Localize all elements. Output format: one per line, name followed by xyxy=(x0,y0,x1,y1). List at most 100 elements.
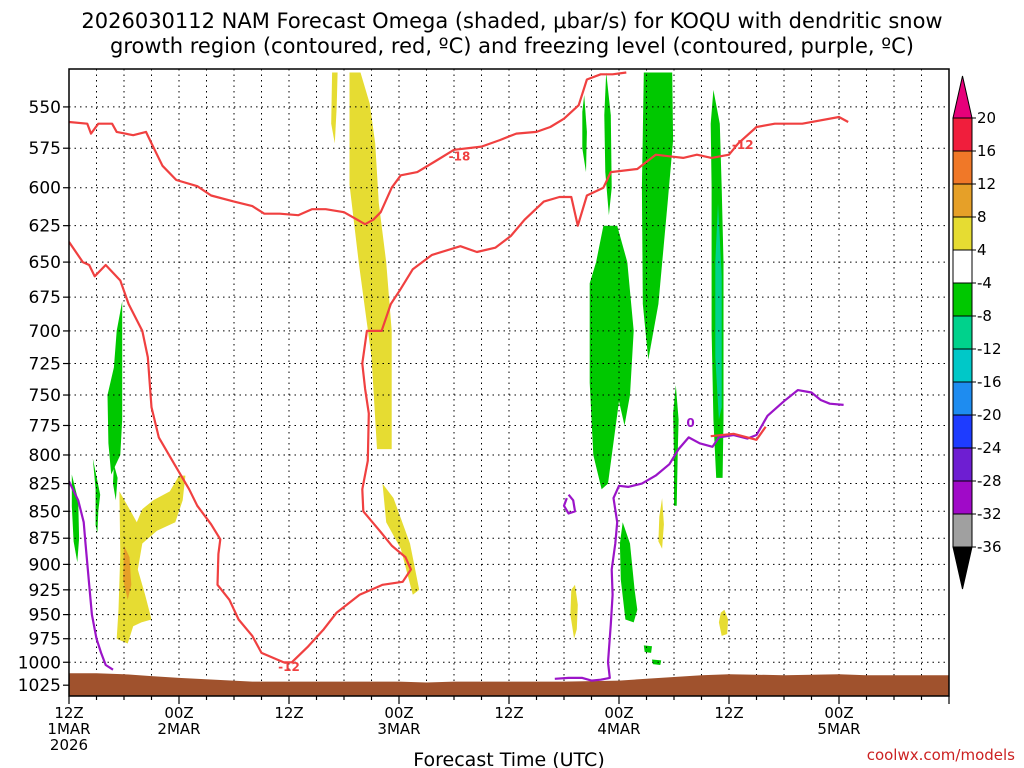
omega-region-13 xyxy=(715,203,722,420)
colorbar-label-2: 12 xyxy=(977,175,996,193)
y-tick-label-775: 775 xyxy=(29,416,61,436)
x-tick-label-12-2: 2MAR xyxy=(157,720,200,738)
chart-title-line2: growth region (contoured, red, ºC) and f… xyxy=(110,34,914,58)
dgz-minus12-right-line xyxy=(710,426,767,441)
freezing-level-label: 0 xyxy=(686,416,694,430)
colorbar-label-7: -12 xyxy=(977,340,1002,358)
freezing-level-line-2 xyxy=(562,494,577,515)
colorbar-label-12: -32 xyxy=(977,505,1002,523)
colorbar-label-8: -16 xyxy=(977,373,1002,391)
colorbar: 20 16 12 8 4 -4 -8 -12 -16 -20 -24 -28 -32 -36 xyxy=(952,75,1002,590)
omega-region-7 xyxy=(718,609,729,636)
omega-region-14 xyxy=(673,385,679,506)
colorbar-swatch-4 xyxy=(952,249,973,284)
y-tick-label-800: 800 xyxy=(29,446,61,466)
colorbar-label-9: -20 xyxy=(977,406,1002,424)
omega-region-17 xyxy=(92,458,101,533)
dgz-minus18-label: -18 xyxy=(449,149,471,163)
omega-region-6 xyxy=(658,498,664,549)
y-tick-label-550: 550 xyxy=(29,98,61,118)
colorbar-label-6: -8 xyxy=(977,307,992,325)
colorbar-swatch-11 xyxy=(952,480,973,515)
y-tick-label-750: 750 xyxy=(29,386,61,406)
x-tick-label-36-1: 00Z xyxy=(384,704,413,722)
omega-shading-layer xyxy=(71,72,729,665)
y-tick-label-575: 575 xyxy=(29,139,61,159)
x-tick-label-72-1: 12Z xyxy=(714,704,743,722)
y-tick-label-975: 975 xyxy=(29,630,61,650)
terrain-fill xyxy=(69,673,949,696)
dgz-minus12-left-line xyxy=(69,115,849,664)
x-tick-label-60-2: 4MAR xyxy=(597,720,640,738)
dgz-minus12-left-label: -12 xyxy=(278,660,300,674)
colorbar-swatch-10 xyxy=(952,447,973,482)
colorbar-label-10: -24 xyxy=(977,439,1002,457)
colorbar-swatch-12 xyxy=(952,513,973,548)
colorbar-swatch-3 xyxy=(952,216,973,251)
x-tick-label-0-3: 2026 xyxy=(50,736,88,754)
y-tick-label-950: 950 xyxy=(29,606,61,626)
terrain-layer xyxy=(69,673,949,696)
y-tick-label-875: 875 xyxy=(29,529,61,549)
colorbar-label-11: -28 xyxy=(977,472,1002,490)
dgz-minus12-right-label: -12 xyxy=(732,138,754,152)
colorbar-label-4: 4 xyxy=(977,241,987,259)
x-tick-label-60-1: 00Z xyxy=(604,704,633,722)
omega-region-3 xyxy=(116,475,186,644)
x-tick-label-36-2: 3MAR xyxy=(377,720,420,738)
omega-region-15 xyxy=(619,522,638,623)
omega-region-0 xyxy=(331,72,338,144)
x-tick-label-0-1: 12Z xyxy=(54,704,83,722)
x-tick-label-84-2: 5MAR xyxy=(817,720,860,738)
credit-text: coolwx.com/models xyxy=(867,746,1015,764)
omega-region-9 xyxy=(604,72,612,216)
omega-region-11 xyxy=(589,225,634,490)
colorbar-label-13: -36 xyxy=(977,538,1002,556)
colorbar-label-5: -4 xyxy=(977,274,992,292)
x-tick-label-48-1: 12Z xyxy=(494,704,523,722)
x-tick-label-0-2: 1MAR xyxy=(47,720,90,738)
omega-region-8 xyxy=(582,95,587,173)
omega-region-10 xyxy=(641,72,674,360)
x-tick-label-12-1: 00Z xyxy=(164,704,193,722)
freezing-level-line-1 xyxy=(554,389,844,682)
omega-region-18 xyxy=(71,474,80,563)
dgz-minus18-line xyxy=(69,71,627,226)
y-tick-label-650: 650 xyxy=(29,253,61,273)
omega-region-16 xyxy=(107,301,123,475)
omega-region-21 xyxy=(113,464,118,501)
y-tick-label-675: 675 xyxy=(29,288,61,308)
omega-region-5 xyxy=(570,584,578,639)
omega-region-19 xyxy=(643,645,652,653)
y-tick-label-925: 925 xyxy=(29,581,61,601)
omega-region-2 xyxy=(382,483,420,595)
colorbar-swatch-2 xyxy=(952,183,973,218)
grid-layer xyxy=(69,69,949,696)
colorbar-label-3: 8 xyxy=(977,208,987,226)
freezing-level-line xyxy=(69,480,114,671)
colorbar-swatch-0 xyxy=(952,117,973,152)
contour-layer: -18 -12 0 -12 xyxy=(69,71,849,682)
colorbar-swatch-8 xyxy=(952,381,973,416)
y-tick-label-625: 625 xyxy=(29,217,61,237)
y-tick-label-600: 600 xyxy=(29,179,61,199)
y-tick-label-900: 900 xyxy=(29,555,61,575)
colorbar-swatch-6 xyxy=(952,315,973,350)
colorbar-bottom-arrow xyxy=(952,546,973,590)
y-tick-label-825: 825 xyxy=(29,475,61,495)
colorbar-swatch-1 xyxy=(952,150,973,185)
chart-title-line1: 2026030112 NAM Forecast Omega (shaded, μ… xyxy=(81,9,942,33)
y-axis: 550 575 600 625 650 675 700 725 750 775 800 825 850 8… xyxy=(18,98,69,696)
y-tick-label-700: 700 xyxy=(29,322,61,342)
x-axis-title: Forecast Time (UTC) xyxy=(413,749,604,768)
omega-region-20 xyxy=(652,659,662,665)
colorbar-swatch-9 xyxy=(952,414,973,449)
y-tick-label-1000: 1000 xyxy=(18,653,61,673)
colorbar-swatch-7 xyxy=(952,348,973,383)
y-tick-label-725: 725 xyxy=(29,355,61,375)
colorbar-swatch-5 xyxy=(952,282,973,317)
x-tick-label-24-1: 12Z xyxy=(274,704,303,722)
colorbar-label-0: 20 xyxy=(977,109,996,127)
